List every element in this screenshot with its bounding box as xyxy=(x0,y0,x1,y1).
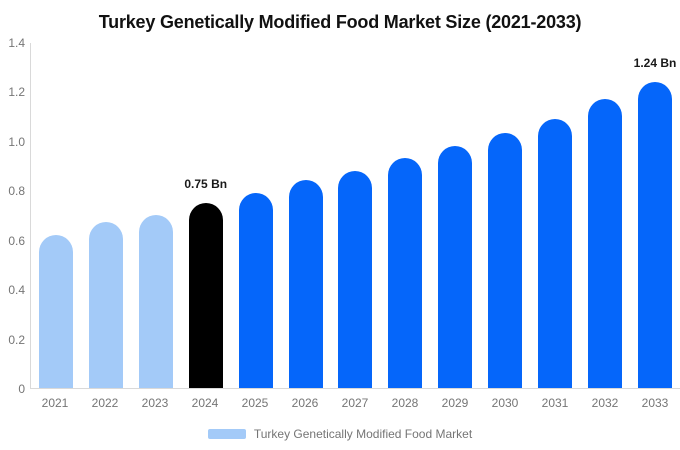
y-axis-tick-label: 0.4 xyxy=(8,283,25,298)
bar-column xyxy=(480,43,530,388)
legend-label: Turkey Genetically Modified Food Market xyxy=(253,427,473,441)
bar-column xyxy=(81,43,131,388)
bar-value-label: 1.24 Bn xyxy=(633,55,677,70)
bar-column xyxy=(530,43,580,388)
x-axis-tick-label: 2031 xyxy=(541,396,569,410)
chart-title: Turkey Genetically Modified Food Market … xyxy=(98,12,582,32)
x-axis-tick-label: 2021 xyxy=(41,396,69,410)
legend-item[interactable]: Turkey Genetically Modified Food Market xyxy=(0,427,680,441)
plot-area: 0.75 Bn 1.24 Bn xyxy=(30,43,680,389)
bars-row: 0.75 Bn 1.24 Bn xyxy=(31,43,680,388)
bar-column xyxy=(231,43,281,388)
bar-column xyxy=(131,43,181,388)
x-axis-tick-label: 2033 xyxy=(641,396,669,410)
x-axis-tick-label: 2027 xyxy=(341,396,369,410)
x-axis-tick-label: 2023 xyxy=(141,396,169,410)
y-axis-tick-label: 0.8 xyxy=(8,184,25,199)
bar-2032[interactable] xyxy=(588,98,623,388)
y-axis-tick-label: 0.6 xyxy=(8,233,25,248)
legend-swatch xyxy=(207,429,246,439)
x-axis-tick-label: 2029 xyxy=(441,396,469,410)
y-axis-tick-label: 1.0 xyxy=(8,134,25,149)
bar-2022[interactable] xyxy=(88,222,123,388)
x-axis-tick-label: 2022 xyxy=(91,396,119,410)
bar-value-label: 0.75 Bn xyxy=(184,176,228,191)
bar-2021[interactable] xyxy=(38,234,73,388)
bar-2030[interactable] xyxy=(488,133,523,388)
bar-2033[interactable] xyxy=(638,81,673,388)
bar-column: 1.24 Bn xyxy=(630,43,680,388)
x-axis-tick-label: 2026 xyxy=(291,396,319,410)
bar-column xyxy=(580,43,630,388)
bar-2031[interactable] xyxy=(538,118,573,388)
x-axis-tick-label: 2024 xyxy=(191,396,219,410)
bar-2028[interactable] xyxy=(388,158,423,388)
y-axis-tick-label: 0.2 xyxy=(8,332,25,347)
bar-column: 0.75 Bn xyxy=(181,43,231,388)
bar-column xyxy=(281,43,331,388)
y-axis-tick-label: 1.4 xyxy=(8,36,25,50)
x-axis-tick-label: 2028 xyxy=(391,396,419,410)
bar-column xyxy=(331,43,381,388)
bar-2024[interactable] xyxy=(188,202,223,388)
x-axis-tick-label: 2025 xyxy=(241,396,269,410)
bar-column xyxy=(380,43,430,388)
bar-2023[interactable] xyxy=(138,215,173,388)
x-axis-tick-label: 2030 xyxy=(491,396,519,410)
x-axis-tick-label: 2032 xyxy=(591,396,619,410)
bar-2027[interactable] xyxy=(338,170,373,388)
y-axis-tick-label: 1.2 xyxy=(8,85,25,100)
bar-2029[interactable] xyxy=(438,145,473,388)
x-axis-labels: 2021 2022 2023 2024 2025 2026 2027 2028 2029 2030… xyxy=(30,396,680,410)
bar-column xyxy=(430,43,480,388)
bar-2025[interactable] xyxy=(238,192,273,388)
bar-2026[interactable] xyxy=(288,180,323,388)
y-axis-tick-label: 0 xyxy=(18,382,25,396)
bar-column xyxy=(31,43,81,388)
